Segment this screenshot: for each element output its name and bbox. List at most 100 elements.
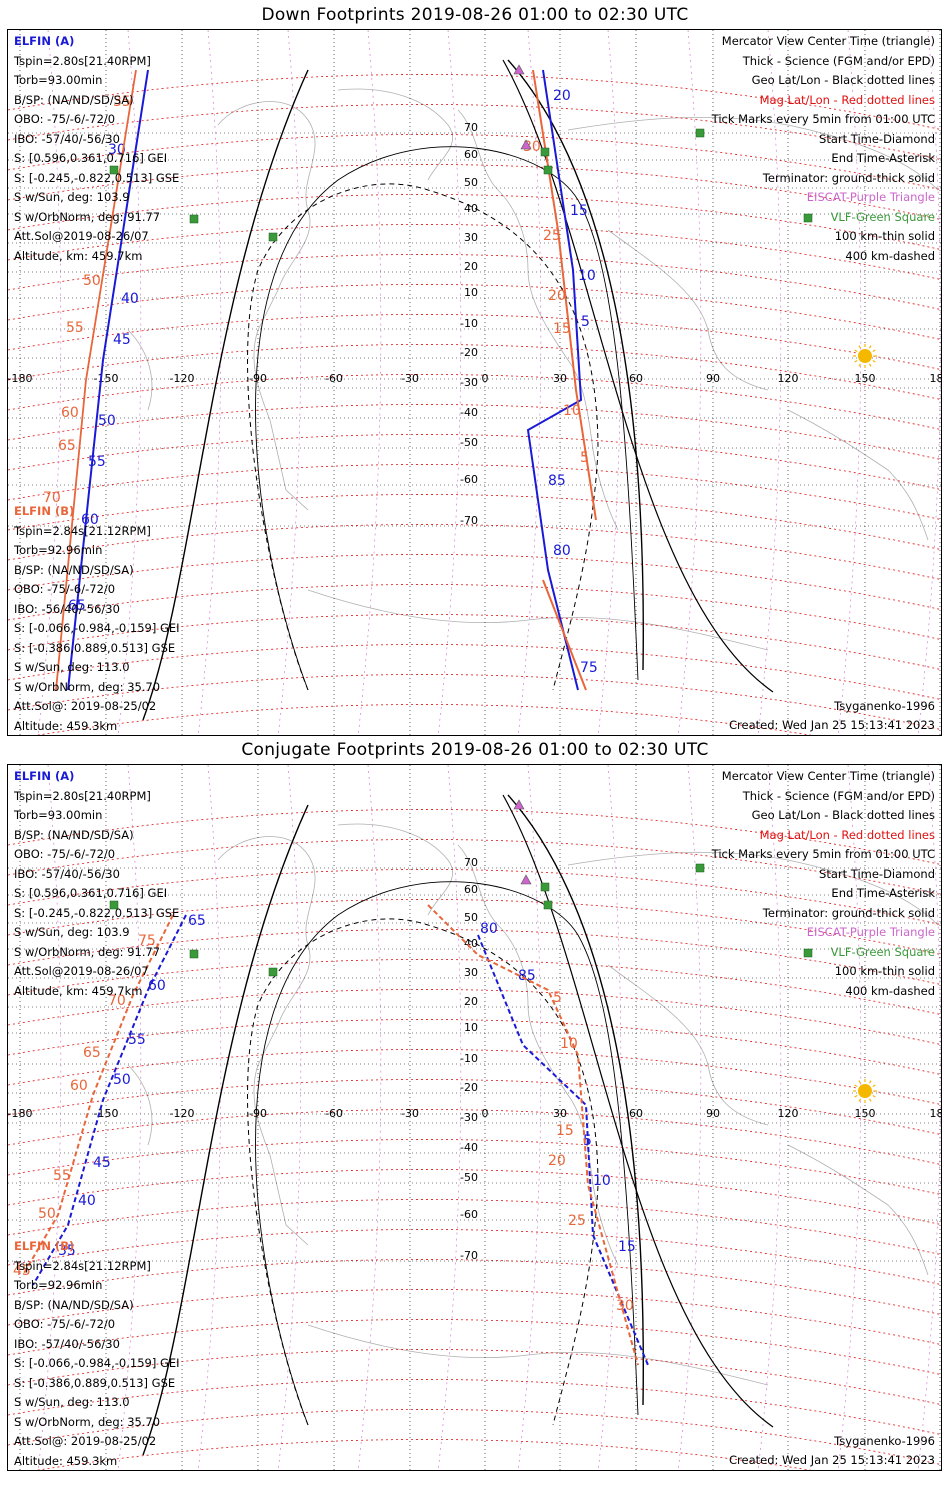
info-line: Altitude: 459.3km: [14, 718, 118, 733]
info-line: Att.Sol@2019-08-26/07: [14, 964, 149, 978]
track-tick-label: 50: [83, 273, 101, 289]
info-line: S: [-0.245,-0.822,0.513] GSE: [14, 905, 180, 920]
mag-meridian: [597, 765, 622, 1470]
lon-tick-label: 0: [482, 372, 489, 385]
info-line: S w/OrbNorm, deg: 91.77: [14, 209, 161, 224]
map-conjugate-footprints: -180-150-120-90-60-300306090120150180706…: [7, 764, 942, 1471]
altitude-400km: [247, 918, 599, 1426]
coastline: [127, 1064, 153, 1146]
track-tick-label: 15: [570, 203, 588, 219]
mag-meridian: [517, 30, 542, 735]
mag-parallel: [8, 554, 941, 610]
lat-tick-label: -40: [460, 406, 478, 419]
info-line: S: [-0.066,-0.984,-0.159] GEI: [14, 1356, 180, 1370]
altitude-100km: [255, 146, 639, 691]
vlf-square: [268, 232, 278, 242]
legend-entry: Start Time-Diamond: [819, 131, 935, 146]
mag-parallel: [8, 314, 941, 370]
terminator-east: [507, 59, 644, 671]
lat-tick-label: 30: [464, 231, 478, 244]
info-line: B/SP: (NA/ND/SD/SA): [14, 562, 134, 577]
coastline: [457, 109, 619, 531]
vlf-square: [543, 165, 553, 175]
terminator-west: [142, 804, 309, 1456]
info-line: Altitude, km: 459.7km: [14, 248, 143, 263]
mag-meridian: [277, 765, 302, 1470]
lat-tick-label: 30: [464, 966, 478, 979]
lat-tick-label: 10: [464, 286, 478, 299]
info-line: B/SP: (NA/ND/SD/SA): [14, 827, 134, 842]
track-tick-label: 35: [113, 94, 131, 110]
mag-parallel: [8, 1349, 941, 1405]
mag-parallel: [8, 434, 941, 490]
sun-ray: [854, 1084, 858, 1088]
lat-tick-label: 20: [464, 260, 478, 273]
mag-parallel: [8, 989, 941, 1045]
mag-parallel: [8, 959, 941, 1015]
lat-tick-label: -50: [460, 1171, 478, 1184]
eiscat-triangle: [513, 64, 525, 75]
mag-parallel: [8, 614, 941, 670]
terminator: [142, 794, 774, 1456]
lon-tick-label: 180: [930, 1107, 943, 1120]
mag-parallel: [8, 104, 941, 160]
terminator: [142, 59, 774, 721]
eiscat-triangle: [513, 799, 525, 810]
mag-meridian: [437, 30, 462, 735]
sun-ray: [872, 349, 876, 353]
mag-meridian: [357, 765, 382, 1470]
track-tick-label: 45: [113, 332, 131, 348]
lon-tick-label: -90: [249, 372, 267, 385]
legend-entry: Mercator View Center Time (triangle): [721, 34, 935, 48]
track-tick-label: 75: [580, 660, 598, 676]
elfin-a-track-north-line: [67, 69, 149, 691]
mag-meridian: [917, 765, 941, 1470]
satellite-name: ELFIN (A): [14, 34, 75, 48]
mag-parallel: [8, 1199, 941, 1255]
mag-meridian: [757, 30, 782, 735]
lat-tick-label: 60: [464, 148, 478, 161]
coastline: [607, 964, 769, 1126]
lon-tick-label: -150: [94, 372, 119, 385]
info-line: OBO: -75/-6/-72/0: [14, 582, 116, 596]
legend-entry: Geo Lat/Lon - Black dotted lines: [751, 808, 935, 822]
sun-ray: [868, 363, 872, 367]
sun-ray: [858, 363, 862, 367]
track-tick-label: 40: [121, 291, 139, 307]
track-tick-label: 35: [58, 1243, 76, 1259]
legend-entry: Thick - Science (FGM and/or EPD): [742, 788, 935, 803]
track-tick-label: 50: [38, 1206, 56, 1222]
mag-parallel: [8, 899, 941, 955]
info-line: IBO: -56/40/-56/30: [14, 601, 120, 616]
track-tick-label: 40: [78, 1193, 96, 1209]
created-timestamp: Created: Wed Jan 25 15:13:41 2023: [728, 718, 935, 732]
eiscat-triangle: [520, 139, 532, 150]
lat-tick-label: 70: [464, 856, 478, 869]
track-tick-label: 65: [188, 913, 206, 929]
lon-tick-label: -120: [170, 372, 195, 385]
track-tick-label: 60: [148, 978, 166, 994]
elfin-b-track-north-line: [55, 69, 137, 691]
track-tick-label: 5: [553, 990, 562, 1006]
track-tick-label: 55: [66, 320, 84, 336]
legend-entry: EISCAT-Purple Triangle: [806, 190, 935, 204]
mag-parallel: [8, 254, 941, 310]
mag-parallel: [8, 809, 941, 865]
info-line: S: [0.596,0.361,0.716] GEI: [14, 886, 168, 900]
track-tick-label: 25: [568, 1213, 586, 1229]
elfin-a-track-north: 30 40 45 50 55 60 65: [67, 69, 149, 691]
track-tick-label: 10: [593, 1173, 611, 1189]
lon-tick-label: 90: [706, 1107, 720, 1120]
mag-parallel: [8, 344, 941, 400]
mag-meridian: [837, 765, 862, 1470]
vlf-square: [543, 900, 553, 910]
track-tick-label: 15: [556, 1123, 574, 1139]
vlf-square: [803, 213, 813, 223]
mag-meridian: [277, 30, 302, 735]
track-tick-label: 30: [108, 142, 126, 158]
info-line: Att.Sol@2019-08-26/07: [14, 229, 149, 243]
info-line: Tspin=2.84s[21.12RPM]: [14, 523, 151, 538]
altitude-100km: [255, 881, 639, 1426]
lon-tick-label: 120: [778, 372, 799, 385]
lon-tick-label: 60: [629, 372, 643, 385]
